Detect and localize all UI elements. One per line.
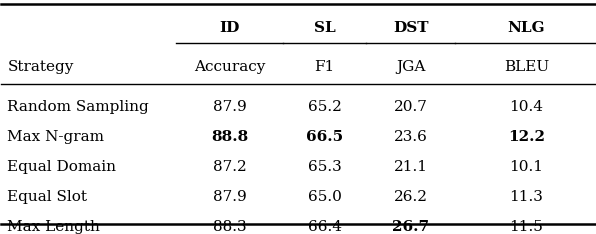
Text: 11.5: 11.5 xyxy=(510,220,544,234)
Text: 26.7: 26.7 xyxy=(392,220,429,234)
Text: ID: ID xyxy=(219,21,240,35)
Text: JGA: JGA xyxy=(396,60,426,74)
Text: Max N-gram: Max N-gram xyxy=(7,131,104,144)
Text: Random Sampling: Random Sampling xyxy=(7,100,149,114)
Text: Equal Domain: Equal Domain xyxy=(7,161,116,175)
Text: SL: SL xyxy=(314,21,336,35)
Text: 65.3: 65.3 xyxy=(308,161,342,175)
Text: 23.6: 23.6 xyxy=(394,131,428,144)
Text: 65.2: 65.2 xyxy=(308,100,342,114)
Text: Equal Slot: Equal Slot xyxy=(7,190,88,205)
Text: 20.7: 20.7 xyxy=(394,100,428,114)
Text: 87.2: 87.2 xyxy=(213,161,247,175)
Text: 88.8: 88.8 xyxy=(211,131,249,144)
Text: 87.9: 87.9 xyxy=(213,190,247,205)
Text: F1: F1 xyxy=(315,60,335,74)
Text: Strategy: Strategy xyxy=(7,60,74,74)
Text: BLEU: BLEU xyxy=(504,60,549,74)
Text: DST: DST xyxy=(393,21,429,35)
Text: 66.4: 66.4 xyxy=(308,220,342,234)
Text: 26.2: 26.2 xyxy=(394,190,428,205)
Text: 12.2: 12.2 xyxy=(508,131,545,144)
Text: Accuracy: Accuracy xyxy=(194,60,265,74)
Text: 21.1: 21.1 xyxy=(394,161,428,175)
Text: NLG: NLG xyxy=(508,21,545,35)
Text: 65.0: 65.0 xyxy=(308,190,342,205)
Text: 66.5: 66.5 xyxy=(306,131,343,144)
Text: 10.1: 10.1 xyxy=(510,161,544,175)
Text: 11.3: 11.3 xyxy=(510,190,544,205)
Text: Max Length: Max Length xyxy=(7,220,100,234)
Text: 87.9: 87.9 xyxy=(213,100,247,114)
Text: 10.4: 10.4 xyxy=(510,100,544,114)
Text: 88.3: 88.3 xyxy=(213,220,247,234)
